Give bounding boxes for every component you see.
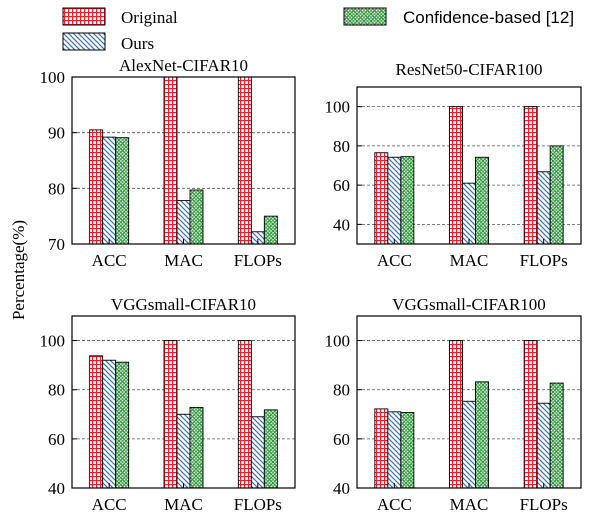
y-tick-label: 80 bbox=[333, 381, 350, 400]
y-tick-label: 60 bbox=[333, 176, 350, 195]
bar-ours-flops bbox=[250, 416, 265, 489]
bar-original-flops bbox=[237, 340, 252, 489]
bar-confidence-acc bbox=[115, 361, 130, 489]
y-tick-label: 80 bbox=[48, 381, 65, 400]
bar-original-acc bbox=[89, 129, 104, 245]
bar-original-acc bbox=[374, 152, 389, 245]
y-tick-label: 100 bbox=[40, 68, 66, 87]
legend-item-original: Original bbox=[62, 7, 178, 27]
y-tick-label: 40 bbox=[48, 479, 65, 498]
bar-confidence-flops bbox=[549, 382, 564, 489]
x-tick-label: MAC bbox=[164, 251, 203, 270]
y-tick-label: 90 bbox=[48, 124, 65, 143]
bar-ours-mac bbox=[176, 413, 191, 489]
bar-original-mac bbox=[163, 76, 178, 245]
plot-frame bbox=[71, 76, 296, 245]
legend-item-confidence: Confidence-based [12] bbox=[343, 7, 574, 27]
bar-confidence-acc bbox=[115, 137, 130, 245]
x-tick-label: FLOPs bbox=[520, 251, 568, 270]
bar-original-mac bbox=[449, 340, 463, 489]
y-tick-label: 60 bbox=[333, 430, 350, 449]
panel-title: VGGsmall-CIFAR100 bbox=[392, 295, 546, 314]
plot-frame bbox=[356, 315, 582, 489]
legend-label-confidence: Confidence-based [12] bbox=[403, 8, 574, 27]
bar-confidence-flops bbox=[263, 409, 278, 489]
panel-title: ResNet50-CIFAR100 bbox=[395, 60, 542, 79]
bar-original-acc bbox=[374, 408, 389, 489]
x-tick-label: MAC bbox=[164, 495, 203, 514]
legend-swatch-confidence bbox=[343, 7, 387, 26]
bar-confidence-mac bbox=[475, 381, 489, 489]
chart-panel: ResNet50-CIFAR100 40 60 80 100 ACC MAC FLOPs bbox=[325, 60, 582, 270]
bar-original-mac bbox=[449, 106, 463, 245]
legend-swatch-ours bbox=[62, 32, 106, 51]
y-tick-label: 80 bbox=[333, 137, 350, 156]
y-tick-label: 60 bbox=[48, 430, 65, 449]
y-tick-label: 80 bbox=[48, 179, 65, 198]
bar-original-mac bbox=[163, 340, 178, 489]
chart-panel: VGGsmall-CIFAR10 40 60 80 100 ACC MAC FLOPs bbox=[40, 295, 296, 514]
x-tick-label: ACC bbox=[92, 495, 127, 514]
y-tick-label: 100 bbox=[40, 332, 66, 351]
bar-original-flops bbox=[523, 106, 538, 245]
y-tick-label: 40 bbox=[333, 479, 350, 498]
y-axis-label: Percentage(%) bbox=[9, 220, 28, 320]
bar-confidence-mac bbox=[189, 406, 204, 489]
chart-panel: VGGsmall-CIFAR100 40 60 80 100 ACC MAC FLOPs bbox=[325, 295, 582, 514]
bar-original-flops bbox=[523, 340, 538, 489]
panel-title: AlexNet-CIFAR10 bbox=[119, 56, 248, 75]
y-tick-label: 100 bbox=[325, 332, 351, 351]
bar-confidence-flops bbox=[263, 215, 278, 245]
x-tick-label: ACC bbox=[377, 495, 412, 514]
bar-confidence-flops bbox=[549, 145, 564, 245]
bar-ours-acc bbox=[387, 411, 402, 489]
plot-frame bbox=[71, 315, 296, 489]
bar-confidence-acc bbox=[400, 412, 415, 489]
bar-ours-flops bbox=[536, 171, 551, 245]
bar-ours-acc bbox=[102, 136, 117, 245]
legend: Original Ours Confidence-based [12] bbox=[62, 7, 574, 53]
bar-confidence-acc bbox=[400, 156, 415, 245]
x-tick-label: FLOPs bbox=[234, 495, 282, 514]
plot-frame bbox=[356, 86, 582, 245]
x-tick-label: FLOPs bbox=[520, 495, 568, 514]
x-tick-label: ACC bbox=[377, 251, 412, 270]
y-tick-label: 70 bbox=[48, 235, 65, 254]
y-tick-label: 40 bbox=[333, 215, 350, 234]
legend-swatch-original bbox=[62, 7, 106, 26]
bar-original-flops bbox=[237, 76, 252, 245]
bar-ours-mac bbox=[176, 200, 191, 245]
legend-item-ours: Ours bbox=[62, 32, 154, 53]
x-tick-label: ACC bbox=[92, 251, 127, 270]
panel-title: VGGsmall-CIFAR10 bbox=[111, 295, 256, 314]
bar-confidence-mac bbox=[189, 189, 204, 245]
x-tick-label: FLOPs bbox=[234, 251, 282, 270]
x-tick-label: MAC bbox=[450, 251, 489, 270]
bar-confidence-mac bbox=[475, 156, 489, 245]
bar-ours-mac bbox=[462, 182, 476, 245]
bar-ours-acc bbox=[387, 156, 402, 245]
legend-label-ours: Ours bbox=[121, 34, 154, 53]
bar-ours-flops bbox=[536, 402, 551, 489]
x-tick-label: MAC bbox=[450, 495, 489, 514]
bar-ours-acc bbox=[102, 359, 117, 489]
chart-panel: AlexNet-CIFAR10 70 80 90 100 ACC MAC FLOPs bbox=[40, 56, 296, 270]
y-tick-label: 100 bbox=[325, 98, 351, 117]
bar-original-acc bbox=[89, 355, 104, 489]
legend-label-original: Original bbox=[121, 8, 178, 27]
bar-ours-mac bbox=[462, 400, 476, 489]
